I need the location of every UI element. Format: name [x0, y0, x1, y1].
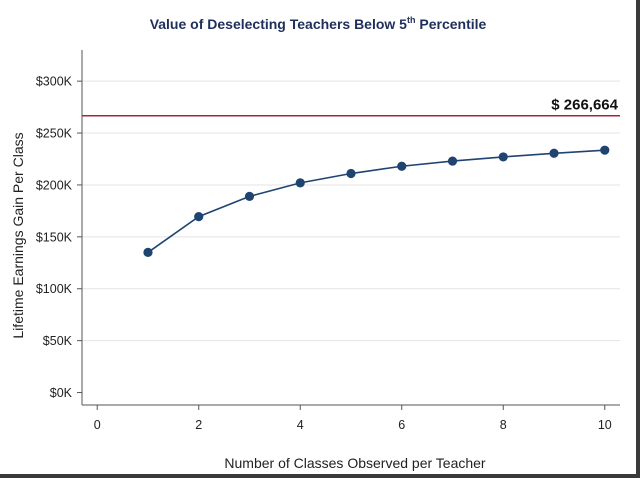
series-group	[143, 145, 610, 258]
axes	[77, 50, 620, 410]
chart-title: Value of Deselecting Teachers Below 5th …	[150, 15, 487, 32]
data-point	[346, 168, 356, 179]
y-tick-labels: $0K $50K $100K $150K $200K $250K $300K	[36, 75, 73, 400]
y-tick-label: $50K	[43, 334, 73, 348]
y-tick-label: $150K	[36, 230, 73, 244]
data-point	[244, 191, 255, 201]
data-point	[295, 178, 305, 188]
data-point	[549, 148, 559, 158]
data-point	[498, 152, 508, 162]
series-line-0	[147, 149, 605, 254]
data-point	[447, 156, 458, 166]
data-point	[194, 212, 204, 222]
y-tick-label: $0K	[50, 386, 73, 400]
x-tick-label: 0	[94, 418, 101, 432]
data-point	[143, 247, 153, 258]
x-tick-label: 10	[598, 418, 612, 432]
data-point	[397, 161, 407, 171]
reference-line-group: $ 266,664	[82, 97, 620, 117]
y-axis-label: Lifetime Earnings Gain Per Class	[10, 132, 26, 338]
y-tick-label: $250K	[36, 127, 73, 141]
x-tick-labels: 0 2 4 6 8 10	[94, 418, 612, 432]
x-tick-label: 4	[297, 418, 304, 432]
reference-line-label: $ 266,664	[551, 97, 618, 114]
x-tick-label: 2	[195, 418, 202, 432]
grid	[82, 80, 620, 342]
y-tick-label: $100K	[36, 282, 73, 296]
x-tick-label: 6	[398, 418, 405, 432]
x-tick-label: 8	[500, 418, 507, 432]
x-axis-label: Number of Classes Observed per Teacher	[224, 455, 486, 471]
y-tick-label: $300K	[36, 75, 73, 89]
y-tick-label: $200K	[36, 178, 73, 192]
data-point	[600, 145, 610, 155]
